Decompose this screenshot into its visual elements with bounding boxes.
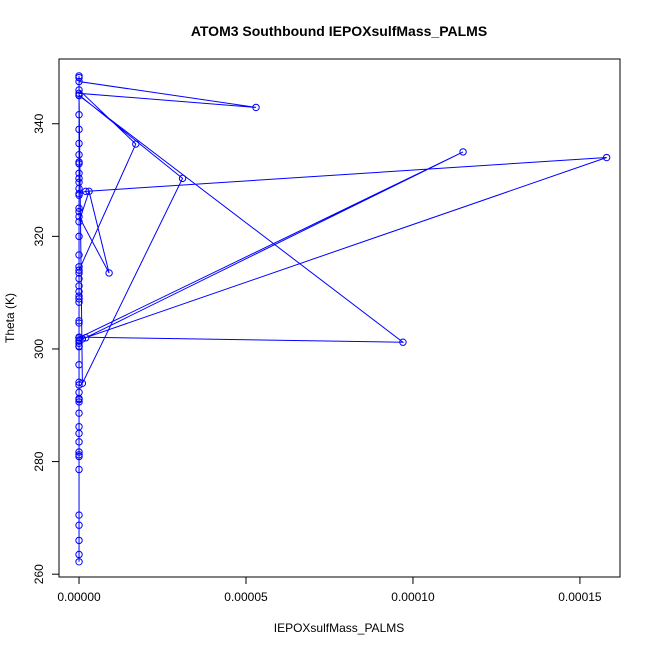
data-point xyxy=(75,398,83,406)
data-point xyxy=(75,558,83,566)
y-tick-label: 280 xyxy=(32,451,46,471)
series-points-group xyxy=(75,72,611,566)
data-point xyxy=(75,422,83,431)
data-point xyxy=(75,218,83,226)
data-point xyxy=(75,151,83,159)
data-point xyxy=(75,319,83,327)
data-point xyxy=(75,339,83,348)
data-point xyxy=(75,452,83,461)
data-point xyxy=(78,379,87,388)
data-point xyxy=(82,334,90,342)
x-axis-label: IEPOXsulfMass_PALMS xyxy=(274,621,405,635)
data-point xyxy=(75,77,83,86)
data-point xyxy=(75,207,83,216)
data-point xyxy=(75,139,83,148)
y-tick-label: 320 xyxy=(32,226,46,246)
y-tick-label: 300 xyxy=(32,339,46,359)
data-point xyxy=(75,521,83,529)
data-point xyxy=(75,378,83,386)
data-point xyxy=(252,103,260,112)
data-point xyxy=(75,111,83,119)
data-point xyxy=(75,511,83,519)
x-tick-label: 0.00005 xyxy=(224,590,268,604)
data-point xyxy=(602,153,611,162)
data-point xyxy=(75,550,83,559)
data-point xyxy=(75,465,83,474)
x-tick-label: 0.00015 xyxy=(558,590,602,604)
data-point xyxy=(75,204,83,212)
data-point xyxy=(82,187,90,196)
data-point xyxy=(75,395,83,404)
data-point xyxy=(75,232,83,241)
data-point xyxy=(75,388,83,397)
data-point xyxy=(105,269,113,277)
data-point xyxy=(75,72,83,80)
data-point xyxy=(75,174,83,183)
data-point xyxy=(75,212,83,221)
x-tick-label: 0.00010 xyxy=(391,590,435,604)
data-point xyxy=(75,274,83,283)
y-axis-label: Theta (K) xyxy=(3,293,17,343)
data-point xyxy=(75,317,83,325)
data-point xyxy=(75,251,83,259)
data-point xyxy=(85,187,93,196)
data-point xyxy=(459,148,467,156)
data-point xyxy=(75,89,83,98)
data-point xyxy=(75,448,83,456)
data-point xyxy=(75,292,83,300)
data-point xyxy=(75,86,83,94)
data-point xyxy=(75,409,83,417)
data-point xyxy=(75,266,83,274)
x-axis: 0.00000 0.00005 0.00010 0.00015 xyxy=(57,576,602,604)
data-point xyxy=(75,536,83,545)
data-point xyxy=(75,160,83,168)
data-point xyxy=(75,438,83,446)
data-point xyxy=(75,342,83,350)
data-point xyxy=(75,295,83,303)
data-point xyxy=(75,287,83,296)
y-axis: 260 280 300 320 340 xyxy=(32,113,60,584)
data-point xyxy=(75,361,83,369)
data-point xyxy=(75,125,83,134)
y-tick-label: 260 xyxy=(32,564,46,584)
data-point xyxy=(75,282,83,290)
data-point xyxy=(178,174,187,183)
data-point xyxy=(75,263,83,271)
data-point xyxy=(75,189,83,198)
data-point xyxy=(75,178,83,187)
chart-title: ATOM3 Southbound IEPOXsulfMass_PALMS xyxy=(191,23,487,39)
data-point xyxy=(75,169,83,177)
data-point xyxy=(132,140,140,148)
data-point xyxy=(399,338,407,346)
x-tick-label: 0.00000 xyxy=(57,590,101,604)
y-tick-label: 340 xyxy=(32,113,46,133)
